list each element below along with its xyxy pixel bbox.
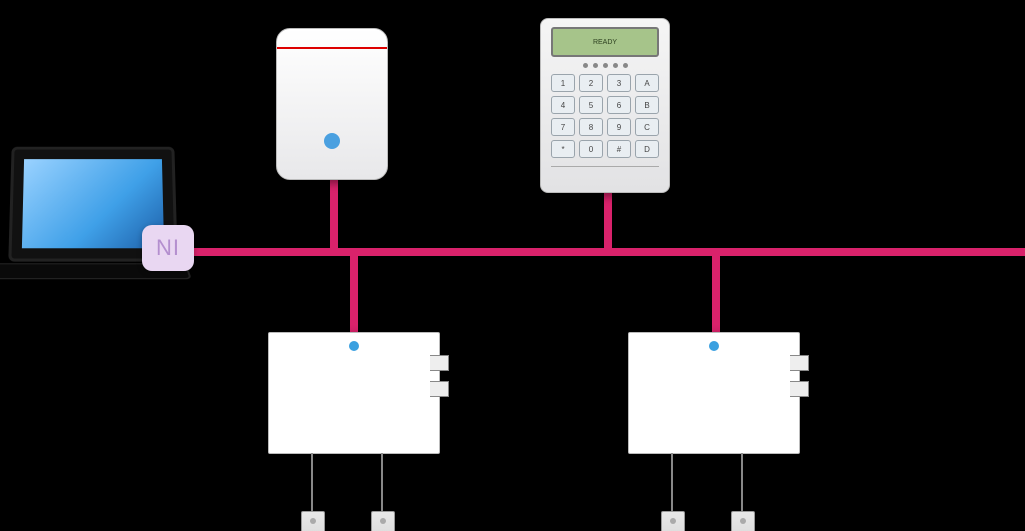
pinpad-key: 1 bbox=[551, 74, 575, 92]
controller-port-icon bbox=[430, 355, 449, 371]
pinpad-key: 4 bbox=[551, 96, 575, 114]
door-strike-icon bbox=[661, 511, 685, 531]
ni-label: NI bbox=[156, 235, 180, 261]
pinpad-key: 6 bbox=[607, 96, 631, 114]
pinpad-leds bbox=[551, 63, 659, 68]
bus-ctrl2-drop bbox=[712, 254, 720, 334]
pinpad-key: 9 bbox=[607, 118, 631, 136]
pinpad-key: 8 bbox=[579, 118, 603, 136]
reader-node bbox=[276, 28, 388, 180]
controller-wire bbox=[741, 453, 743, 513]
controller-wire bbox=[311, 453, 313, 513]
pinpad-key: C bbox=[635, 118, 659, 136]
pinpad-lcd-text: READY bbox=[593, 39, 617, 46]
pinpad-key: 0 bbox=[579, 140, 603, 158]
pinpad-key: 2 bbox=[579, 74, 603, 92]
ni-node: NI bbox=[142, 225, 194, 271]
pinpad-card-slot bbox=[551, 166, 659, 175]
reader-brand-stripe bbox=[277, 47, 387, 49]
door-strike-icon bbox=[371, 511, 395, 531]
pinpad-key: B bbox=[635, 96, 659, 114]
pinpad-node: READY 1 2 3 A 4 5 6 B 7 8 9 C * 0 # D bbox=[540, 18, 670, 193]
bus-main bbox=[120, 248, 1025, 256]
controller-led-icon bbox=[709, 341, 719, 351]
bus-ctrl1-drop bbox=[350, 254, 358, 334]
door-strike-icon bbox=[301, 511, 325, 531]
bus-reader-drop bbox=[330, 178, 338, 250]
controller-node-2 bbox=[628, 332, 800, 454]
pinpad-keys: 1 2 3 A 4 5 6 B 7 8 9 C * 0 # D bbox=[551, 74, 659, 158]
pinpad-key: # bbox=[607, 140, 631, 158]
pinpad-key: 5 bbox=[579, 96, 603, 114]
bus-pinpad-drop bbox=[604, 193, 612, 250]
controller-port-icon bbox=[790, 355, 809, 371]
pinpad-key: * bbox=[551, 140, 575, 158]
controller-port-icon bbox=[430, 381, 449, 397]
controller-port-icon bbox=[790, 381, 809, 397]
controller-led-icon bbox=[349, 341, 359, 351]
pinpad-key: D bbox=[635, 140, 659, 158]
door-strike-icon bbox=[731, 511, 755, 531]
pinpad-key: 3 bbox=[607, 74, 631, 92]
pinpad-key: 7 bbox=[551, 118, 575, 136]
controller-wire bbox=[671, 453, 673, 513]
diagram-canvas: { "type": "network", "background_color":… bbox=[0, 0, 1025, 531]
pinpad-lcd: READY bbox=[551, 27, 659, 57]
pinpad-key: A bbox=[635, 74, 659, 92]
controller-node-1 bbox=[268, 332, 440, 454]
reader-indicator-icon bbox=[324, 133, 340, 149]
controller-wire bbox=[381, 453, 383, 513]
